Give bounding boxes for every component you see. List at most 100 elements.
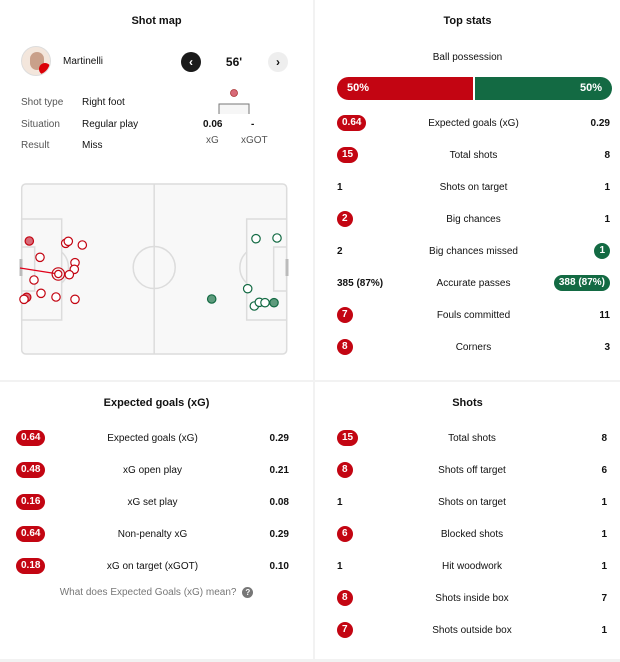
stat-home-value: 1 <box>337 496 343 508</box>
stat-label: Expected goals (xG) <box>428 117 519 129</box>
stat-away-value: 8 <box>601 432 607 444</box>
away-shot-marker[interactable] <box>272 233 282 243</box>
stat-label: Shots on target <box>439 181 508 193</box>
stat-row: 1 Shots on target 1 <box>337 178 610 196</box>
stat-away-value: 0.21 <box>269 464 289 476</box>
player-avatar[interactable] <box>21 46 51 76</box>
stat-label: Blocked shots <box>440 528 504 540</box>
home-shot-marker[interactable] <box>19 294 29 305</box>
stat-away-value: 11 <box>599 309 610 321</box>
stat-home-value: 0.64 <box>337 115 367 131</box>
stat-home-value: 1 <box>337 560 343 572</box>
possession-home-bar: 50% <box>337 77 473 100</box>
next-shot-button[interactable]: › <box>268 52 288 72</box>
away-shot-marker[interactable] <box>251 233 261 244</box>
home-shot-marker[interactable] <box>64 269 75 280</box>
selected-shot-marker-inner <box>54 269 63 279</box>
goal-mouth-graphic <box>218 89 250 114</box>
xgot-value: - <box>251 119 255 130</box>
prev-shot-button[interactable]: ‹ <box>181 52 201 72</box>
away-shot-marker[interactable] <box>260 297 270 308</box>
stat-home-value: 7 <box>337 622 353 638</box>
centre-circle <box>132 245 176 290</box>
club-badge-icon <box>39 63 50 75</box>
stat-away-value: 1 <box>601 624 607 636</box>
result-label: Result <box>21 140 50 151</box>
possession-home-value: 50% <box>347 82 370 94</box>
stat-away-value: 1 <box>601 528 607 540</box>
stat-row: 1 Hit woodwork 1 <box>337 557 607 575</box>
stat-home-value: 1 <box>337 181 343 193</box>
stat-home-value: 0.64 <box>16 526 46 542</box>
stat-home-value: 0.16 <box>16 494 46 510</box>
stat-home-value: 2 <box>337 245 343 257</box>
shot-minute: 56' <box>225 55 243 69</box>
stat-row: 6 Blocked shots 1 <box>337 525 607 543</box>
stat-row: 2 Big chances missed 1 <box>337 242 610 260</box>
stat-label: Shots off target <box>438 464 506 476</box>
stat-label: Total shots <box>448 432 496 444</box>
home-shot-marker[interactable] <box>51 292 61 302</box>
stat-home-value: 0.64 <box>16 430 46 446</box>
stat-label: Expected goals (xG) <box>107 432 198 444</box>
stat-row: 0.64 Expected goals (xG) 0.29 <box>337 114 610 132</box>
stat-home-value: 2 <box>337 211 353 227</box>
stat-label: Shots on target <box>438 496 506 508</box>
possession-away-value: 50% <box>579 82 602 94</box>
stat-home-value: 15 <box>337 147 359 163</box>
possession-away-bar: 50% <box>475 77 612 100</box>
stat-row: 385 (87%) Accurate passes 388 (87%) <box>337 274 610 292</box>
stat-away-value: 1 <box>604 213 610 225</box>
stat-row: 1 Shots on target 1 <box>337 493 607 511</box>
stat-row: 0.16 xG set play 0.08 <box>16 493 289 511</box>
situation-label: Situation <box>21 119 60 130</box>
column-divider <box>313 0 315 662</box>
question-icon[interactable]: ? <box>242 587 254 598</box>
stat-away-value: 1 <box>601 496 607 508</box>
player-name[interactable]: Martinelli <box>63 56 104 67</box>
stat-away-value: 1 <box>601 560 607 572</box>
stat-away-value: 1 <box>604 181 610 193</box>
xg-label: xG <box>206 135 219 146</box>
stat-away-value: 8 <box>604 149 610 161</box>
stat-home-value: 15 <box>337 430 359 446</box>
stat-row: 2 Big chances 1 <box>337 210 610 228</box>
stat-label: Shots inside box <box>435 592 509 604</box>
stat-row: 8 Shots off target 6 <box>337 461 607 479</box>
away-shot-marker[interactable] <box>269 297 279 308</box>
possession-label: Ball possession <box>432 52 503 63</box>
stat-home-value: 0.18 <box>16 558 46 574</box>
xg-help-link[interactable]: What does Expected Goals (xG) mean? ? <box>0 587 313 598</box>
shot-type-label: Shot type <box>21 97 64 108</box>
away-shot-marker[interactable] <box>206 294 217 304</box>
home-shot-marker[interactable] <box>63 236 74 247</box>
stat-label: Accurate passes <box>436 277 511 289</box>
stat-row: 0.18 xG on target (xGOT) 0.10 <box>16 557 289 575</box>
stat-row: 0.64 Expected goals (xG) 0.29 <box>16 429 289 447</box>
left-goal <box>19 259 23 276</box>
home-shot-marker[interactable] <box>29 275 39 285</box>
stat-label: Shots outside box <box>432 624 512 636</box>
shot-map-title: Shot map <box>131 15 182 27</box>
top-stats-title: Top stats <box>443 15 492 27</box>
home-shot-marker[interactable] <box>24 236 35 246</box>
stat-away-value: 0.29 <box>269 432 289 444</box>
stat-label: xG open play <box>123 464 182 476</box>
selected-shot-marker[interactable] <box>51 267 66 281</box>
home-shot-marker[interactable] <box>77 240 88 250</box>
stat-away-value: 0.29 <box>269 528 289 540</box>
home-shot-marker[interactable] <box>70 294 80 305</box>
shot-ball-marker <box>230 89 238 97</box>
away-shot-marker[interactable] <box>242 283 253 294</box>
stat-label: Big chances missed <box>429 245 518 257</box>
xg-section-title: Expected goals (xG) <box>103 397 210 409</box>
xg-help-text[interactable]: What does Expected Goals (xG) mean? <box>59 587 237 598</box>
stat-row: 15 Total shots 8 <box>337 146 610 164</box>
stat-home-value: 8 <box>337 462 353 478</box>
home-shot-marker[interactable] <box>36 288 46 299</box>
home-shot-marker[interactable] <box>35 252 45 263</box>
stat-label: xG on target (xGOT) <box>106 560 199 572</box>
stat-home-value: 8 <box>337 339 353 355</box>
stat-home-value: 0.48 <box>16 462 46 478</box>
stat-away-value: 6 <box>601 464 607 476</box>
